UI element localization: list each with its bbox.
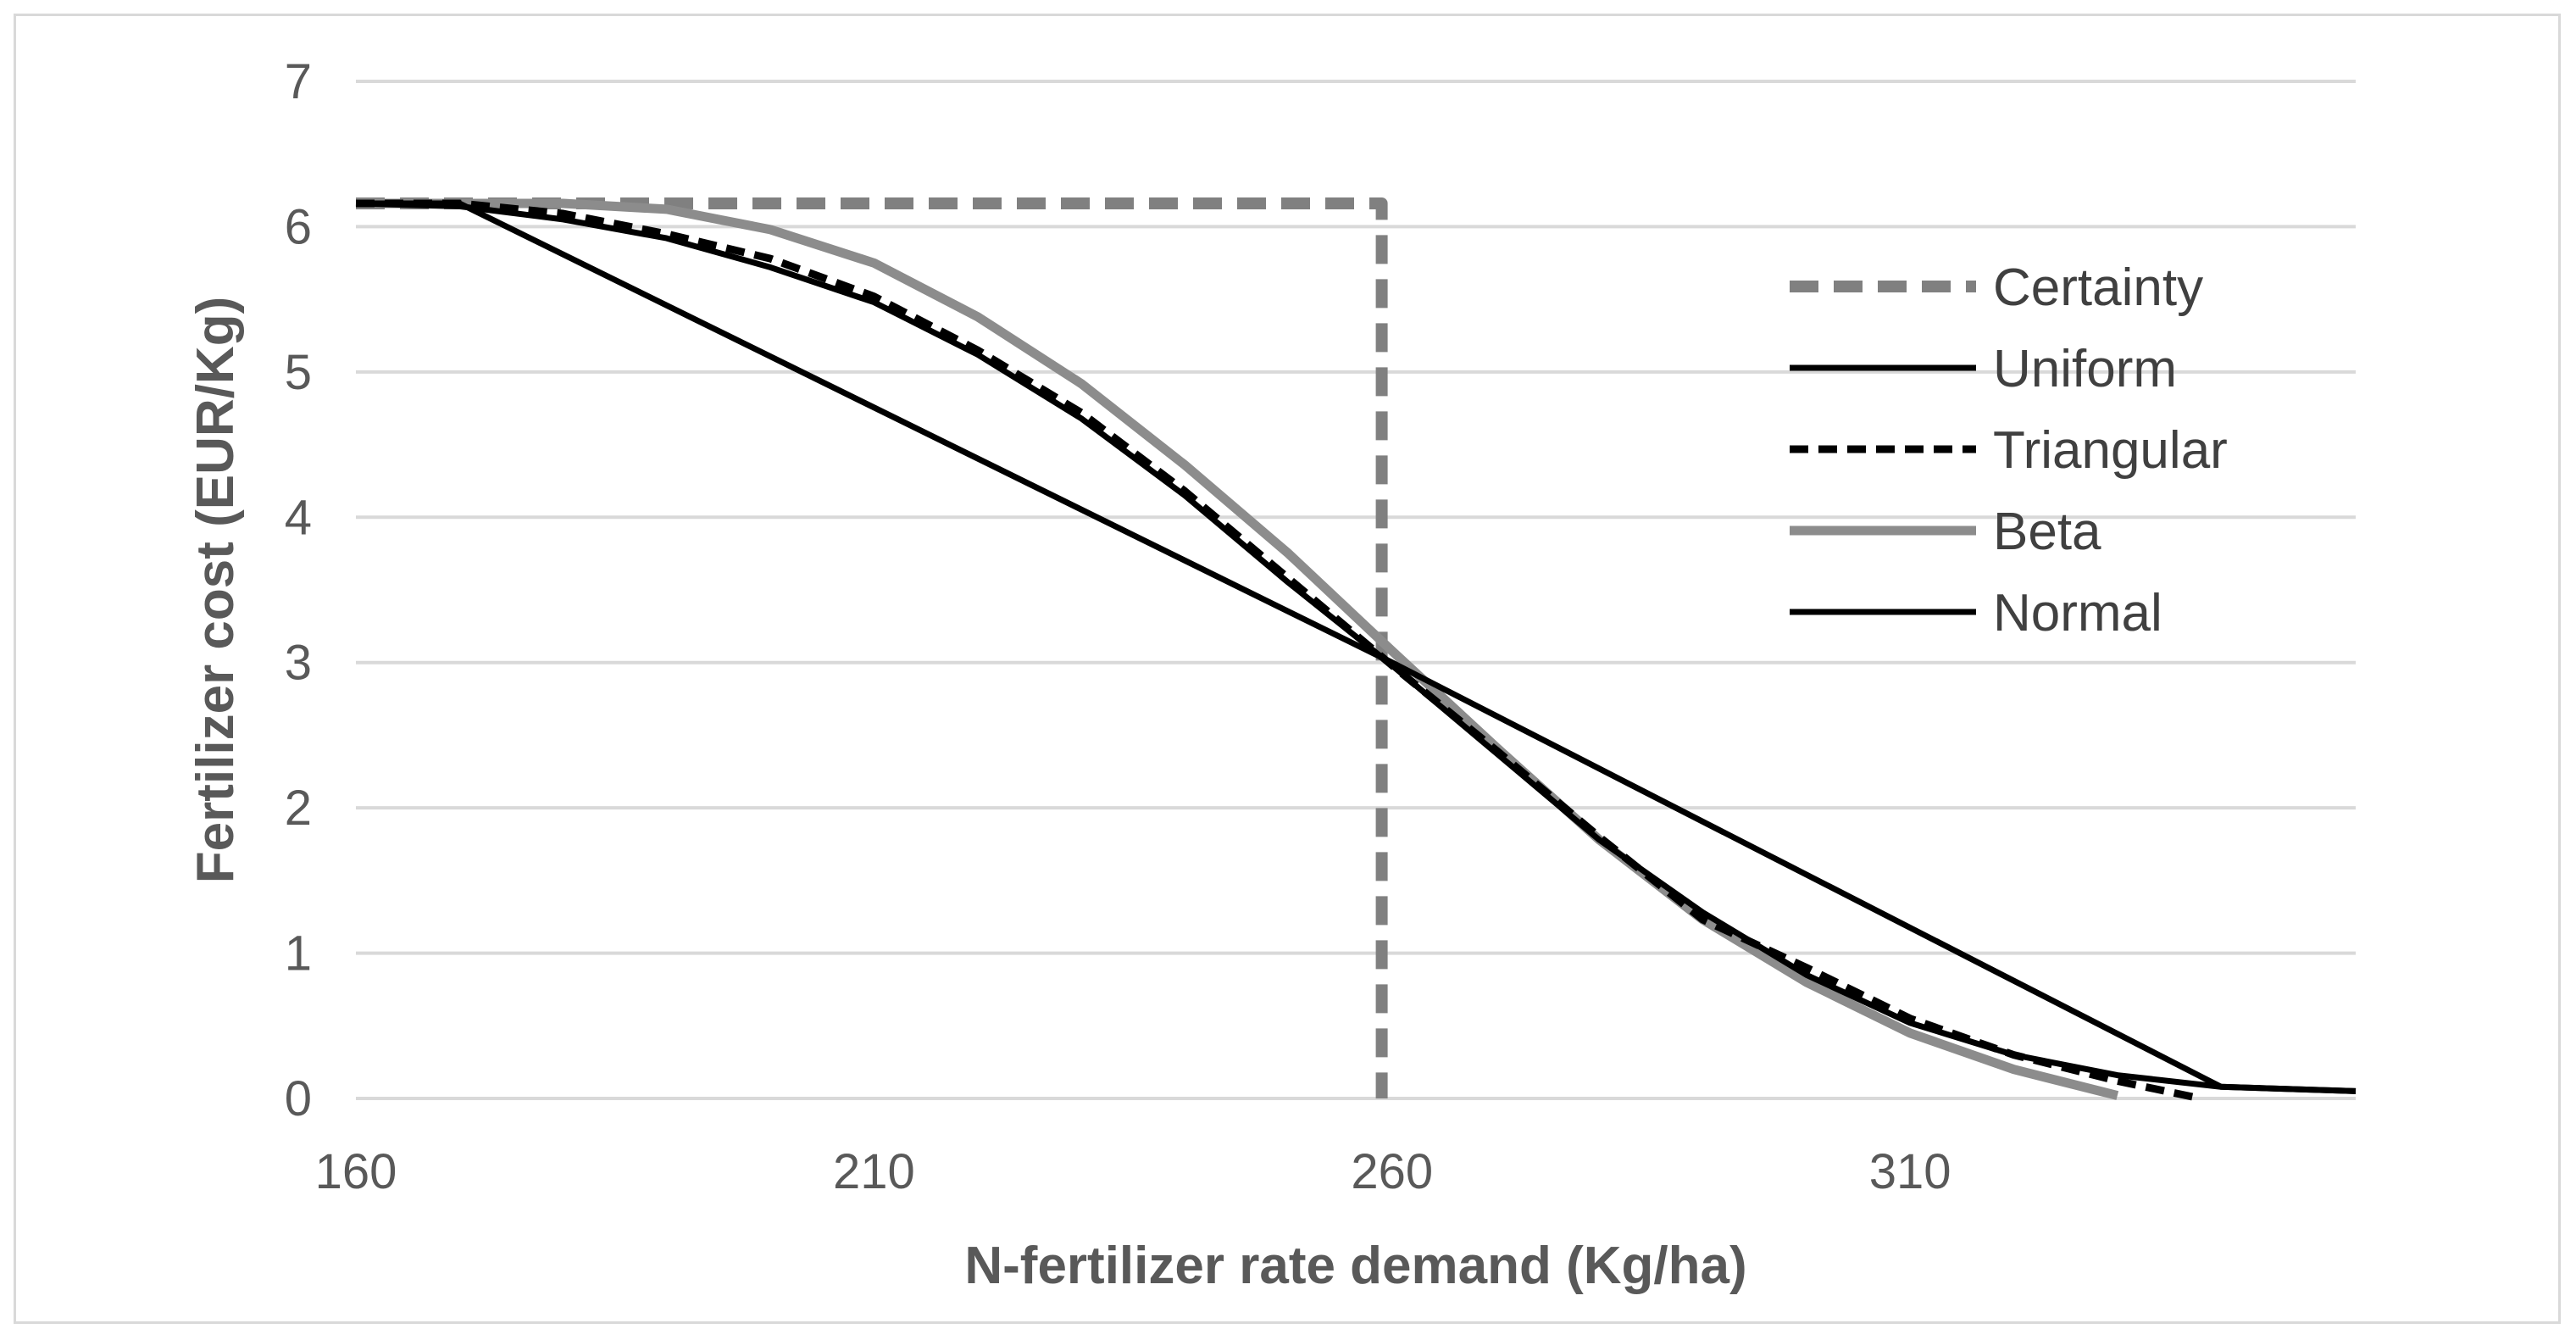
legend-label-triangular: Triangular bbox=[1993, 421, 2228, 480]
y-axis-title: Fertilizer cost (EUR/Kg) bbox=[186, 297, 245, 883]
legend-label-beta: Beta bbox=[1993, 503, 2101, 561]
y-tick-label: 2 bbox=[285, 781, 312, 836]
tick-labels: 0 1 2 3 4 5 6 7 160 210 260 310 bbox=[285, 54, 1951, 1199]
chart-frame bbox=[14, 14, 2561, 1324]
x-tick-label: 310 bbox=[1869, 1144, 1951, 1199]
series-line-certainty bbox=[356, 197, 1388, 1098]
y-tick-label: 7 bbox=[285, 54, 312, 109]
legend-label-certainty: Certainty bbox=[1993, 259, 2203, 317]
x-tick-label: 160 bbox=[315, 1144, 397, 1199]
series-lines bbox=[355, 197, 2357, 1103]
series-line-normal bbox=[355, 200, 2357, 1094]
x-axis-title: N-fertilizer rate demand (Kg/ha) bbox=[964, 1237, 1746, 1295]
y-tick-label: 3 bbox=[285, 636, 312, 691]
y-tick-label: 5 bbox=[285, 345, 312, 400]
legend: Certainty Uniform Triangular Beta Normal bbox=[1790, 259, 2228, 642]
y-tick-label: 4 bbox=[285, 490, 312, 545]
legend-label-normal: Normal bbox=[1993, 584, 2162, 642]
gridlines bbox=[356, 80, 2356, 1100]
series-line-uniform bbox=[356, 200, 2357, 1094]
legend-label-uniform: Uniform bbox=[1993, 340, 2177, 398]
series-line-triangular bbox=[356, 199, 2201, 1103]
x-tick-label: 210 bbox=[833, 1144, 915, 1199]
x-tick-label: 260 bbox=[1351, 1144, 1433, 1199]
y-tick-label: 0 bbox=[285, 1071, 312, 1126]
y-tick-label: 1 bbox=[285, 926, 312, 981]
series-line-beta bbox=[356, 198, 2119, 1100]
y-tick-label: 6 bbox=[285, 199, 312, 254]
